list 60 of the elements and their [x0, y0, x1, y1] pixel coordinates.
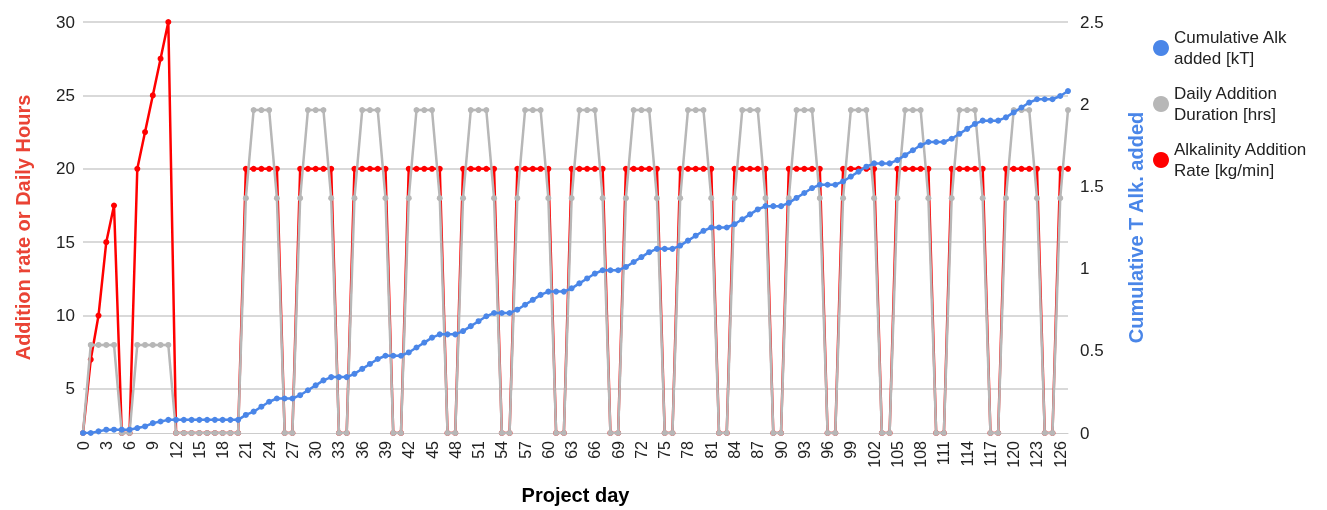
x-tick-label: 0: [74, 440, 92, 450]
x-tick-label: 90: [772, 440, 790, 459]
y-tick-label: 10: [56, 306, 75, 326]
x-tick-label: 12: [167, 440, 185, 459]
x-tick-label: 30: [307, 440, 325, 459]
x-tick-label: 6: [121, 440, 139, 450]
y2-tick-label: 1.5: [1080, 176, 1104, 196]
x-tick-label: 114: [958, 440, 976, 467]
y2-tick-label: 2: [1080, 94, 1090, 114]
y-axis-title: Addition rate or Daily Hours: [12, 94, 34, 361]
x-tick-label: 45: [423, 440, 441, 459]
x-tick-label: 87: [749, 440, 767, 459]
x-tick-label: 102: [865, 440, 883, 468]
x-tick-label: 69: [609, 440, 627, 459]
x-tick-label: 123: [1028, 440, 1046, 468]
y-tick-label: 20: [56, 159, 75, 179]
x-tick-label: 3: [97, 440, 115, 450]
x-tick-label: 48: [446, 440, 464, 459]
x-tick-label: 33: [330, 440, 348, 459]
x-tick-label: 36: [353, 440, 371, 459]
y2-tick-label: 2.5: [1080, 12, 1104, 32]
x-tick-label: 57: [516, 440, 534, 459]
x-tick-label: 24: [260, 440, 278, 459]
x-tick-label: 120: [1005, 440, 1023, 468]
legend-label: Cumulative Alk added [kT]: [1174, 28, 1292, 68]
x-tick-label: 75: [656, 440, 674, 459]
x-tick-label: 27: [283, 440, 301, 459]
x-tick-label: 39: [376, 440, 394, 459]
x-tick-label: 42: [400, 440, 418, 459]
x-tick-label: 60: [539, 440, 557, 459]
x-axis-title: Project day: [521, 484, 631, 506]
x-tick-label: 54: [493, 440, 511, 459]
x-tick-label: 99: [842, 440, 860, 459]
legend-label: Alkalinity Addition Rate [kg/min]: [1174, 140, 1312, 180]
y2-axis-title: Cumulative T Alk. added: [1125, 111, 1147, 344]
x-tick-label: 63: [563, 440, 581, 459]
x-tick-label: 81: [702, 440, 720, 459]
x-tick-label: 96: [819, 440, 837, 459]
x-tick-label: 117: [981, 440, 999, 467]
x-tick-label: 15: [190, 440, 208, 459]
x-tick-label: 78: [679, 440, 697, 459]
x-tick-label: 84: [726, 440, 743, 459]
x-tick-label: 21: [237, 440, 255, 459]
x-tick-label: 93: [795, 440, 813, 459]
y2-tick-label: 1: [1080, 259, 1090, 279]
x-tick-label: 18: [214, 440, 232, 459]
x-tick-label: 9: [144, 440, 162, 450]
x-tick-label: 51: [470, 440, 488, 459]
x-tick-label: 111: [935, 440, 953, 466]
y2-tick-label: 0.5: [1080, 341, 1104, 361]
y-tick-label: 30: [56, 12, 75, 32]
x-tick-label: 126: [1051, 440, 1069, 468]
legend-label: Daily Addition Duration [hrs]: [1174, 84, 1282, 124]
x-tick-label: 66: [586, 440, 604, 459]
x-tick-label: 108: [912, 440, 930, 468]
x-tick-label: 72: [632, 440, 650, 459]
y-tick-label: 15: [56, 232, 75, 252]
x-tick-label: 105: [888, 440, 906, 468]
y-tick-label: 5: [65, 379, 75, 399]
y-tick-label: 25: [56, 85, 75, 105]
